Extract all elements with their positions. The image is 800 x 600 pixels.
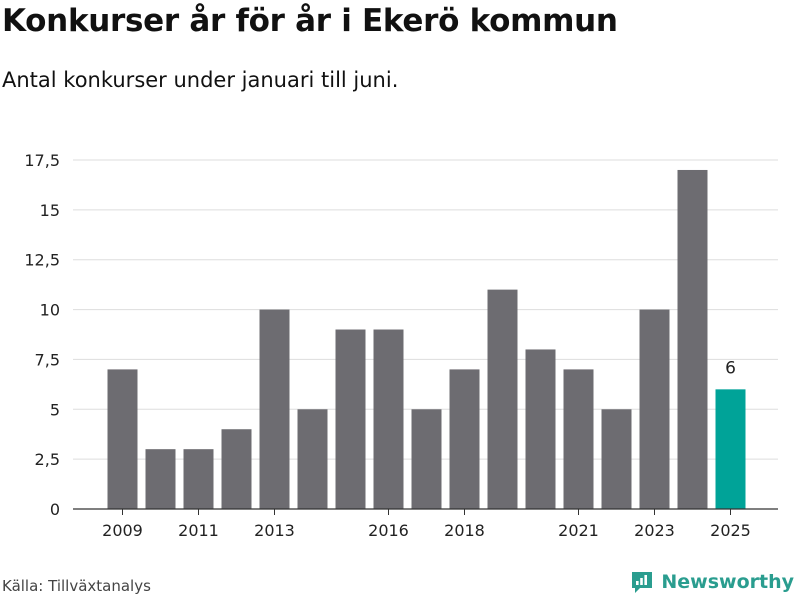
x-tick-label: 2011 xyxy=(178,521,219,540)
source-note: Källa: Tillväxtanalys xyxy=(2,577,151,595)
x-axis: 2009 2011 2013 2016 2018 2021 2023 2025 xyxy=(73,508,778,540)
bar-chart: 0 2,5 5 7,5 10 12,5 15 17,5 2009 2011 2013 2016 201… xyxy=(24,151,778,540)
y-tick-label: 2,5 xyxy=(35,450,60,469)
bar-2023 xyxy=(639,309,670,509)
bar-2011 xyxy=(183,449,214,509)
y-tick-label: 15 xyxy=(40,201,60,220)
bar-2025 xyxy=(715,389,746,509)
bar-2013 xyxy=(259,309,290,509)
bar-2012 xyxy=(221,429,252,509)
bar-2024 xyxy=(677,169,708,509)
y-tick-label: 7,5 xyxy=(35,350,60,369)
bar-2016 xyxy=(373,329,404,509)
bar-2020 xyxy=(525,349,556,509)
x-tick-label: 2023 xyxy=(634,521,675,540)
data-labels: 6 xyxy=(725,358,736,378)
bar-2018 xyxy=(449,369,480,509)
bar-2009 xyxy=(107,369,138,509)
bar-2021 xyxy=(563,369,594,509)
x-tick-label: 2018 xyxy=(444,521,485,540)
gridlines xyxy=(73,159,778,460)
y-tick-label: 12,5 xyxy=(24,251,60,270)
y-tick-label: 10 xyxy=(40,301,60,320)
x-tick-label: 2009 xyxy=(102,521,143,540)
bar-2019 xyxy=(487,289,518,509)
y-tick-label: 5 xyxy=(50,400,60,419)
y-tick-label: 0 xyxy=(50,500,60,519)
x-tick-label: 2021 xyxy=(558,521,599,540)
bar-2015 xyxy=(335,329,366,509)
newsworthy-logo-icon xyxy=(632,572,653,593)
bar-2014 xyxy=(297,409,328,509)
x-tick-label: 2016 xyxy=(368,521,409,540)
bar-2022 xyxy=(601,409,632,509)
brand-name: Newsworthy xyxy=(661,571,794,593)
y-tick-label: 17,5 xyxy=(24,151,60,170)
chart-title: Konkurser år för år i Ekerö kommun xyxy=(2,3,618,39)
bar-2010 xyxy=(145,449,176,509)
bars xyxy=(107,169,746,509)
x-tick-label: 2013 xyxy=(254,521,295,540)
data-label-2025: 6 xyxy=(725,358,736,378)
chart-subtitle: Antal konkurser under januari till juni. xyxy=(2,68,399,92)
x-tick-label: 2025 xyxy=(710,521,751,540)
y-axis-tick-labels: 0 2,5 5 7,5 10 12,5 15 17,5 xyxy=(24,151,60,519)
bar-2017 xyxy=(411,409,442,509)
brand-logo: Newsworthy xyxy=(629,569,794,595)
